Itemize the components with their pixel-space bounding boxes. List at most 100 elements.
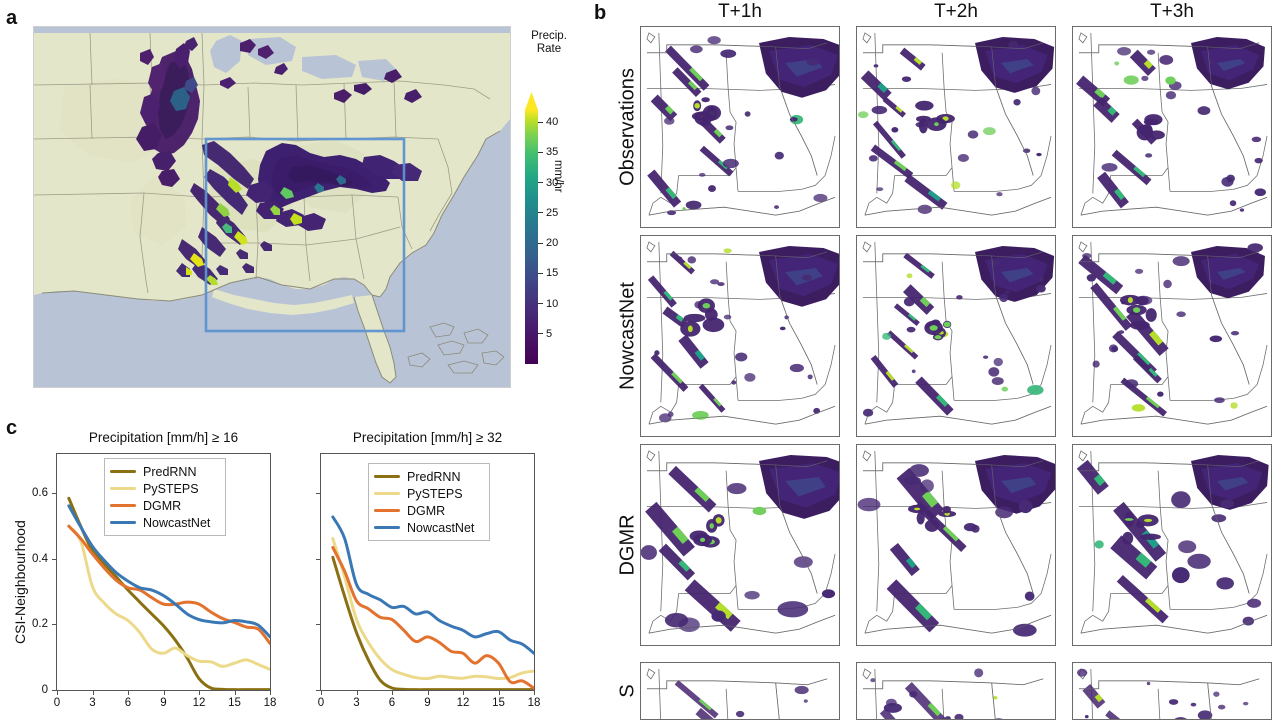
radar-graphic	[1073, 236, 1271, 436]
x-tick-mark	[392, 691, 393, 695]
forecast-tile-observations-tplus1h	[640, 26, 840, 228]
radar-graphic	[857, 27, 1055, 227]
x-tick-mark	[356, 691, 358, 695]
precip-colorbar: Precip. Rate	[520, 30, 582, 385]
legend-item-pysteps[interactable]: PySTEPS	[374, 485, 483, 502]
x-tick-label: 9	[424, 697, 431, 709]
legend-item-predrnn[interactable]: PredRNN	[374, 468, 483, 485]
panel-a-letter: a	[6, 7, 18, 29]
y-tick-mark	[52, 493, 56, 495]
forecast-tile-dgmr-tplus2h	[856, 444, 1056, 646]
legend-label: NowcastNet	[143, 515, 211, 530]
y-tick-mark	[52, 624, 56, 626]
colorbar-unit-label: mm/hr	[552, 160, 564, 193]
colorbar-gradient	[525, 92, 538, 364]
radar-graphic	[641, 663, 839, 719]
x-tick-label: 15	[228, 697, 241, 709]
legend-swatch-predrnn	[110, 469, 136, 474]
chart-legend: PredRNN PySTEPS DGMR NowcastNet	[368, 463, 490, 541]
x-tick-mark	[463, 691, 464, 695]
radar-graphic	[1073, 27, 1271, 227]
panel-c-letter: c	[6, 417, 18, 439]
chart-lines	[67, 496, 270, 690]
series-nowcastnet	[67, 504, 270, 639]
x-tick-label: 12	[192, 697, 206, 709]
panel-c-csi-charts: c Precipitation [mm/h] ≥ 16 0 0.2 0.4 0.6 0 3 6…	[0, 408, 585, 720]
radar-graphic	[1073, 445, 1271, 645]
radar-graphic	[857, 445, 1055, 645]
x-tick-mark	[199, 691, 200, 695]
legend-item-predrnn[interactable]: PredRNN	[110, 463, 219, 480]
x-tick-label: 3	[353, 697, 360, 709]
plot-area	[320, 453, 535, 691]
y-tick-mark	[316, 558, 320, 560]
x-tick-mark	[321, 691, 322, 695]
x-tick-mark	[534, 691, 535, 695]
legend-item-dgmr[interactable]: DGMR	[110, 497, 219, 514]
y-tick-mark	[52, 558, 56, 560]
x-tick-mark	[498, 691, 500, 695]
legend-item-dgmr[interactable]: DGMR	[374, 502, 483, 519]
legend-swatch-dgmr	[110, 503, 136, 508]
colorbar-title-line1: Precip.	[531, 30, 567, 42]
radar-graphic	[641, 236, 839, 436]
legend-swatch-dgmr	[374, 508, 400, 513]
legend-label: PredRNN	[143, 464, 197, 479]
series-pysteps	[331, 537, 534, 681]
colorbar-ticks: 5 10 15 20 25 30 35 40	[538, 86, 582, 371]
legend-label: DGMR	[407, 503, 446, 518]
y-tick-mark	[316, 624, 320, 626]
forecast-tile-s-tplus1h	[640, 662, 840, 720]
legend-swatch-nowcastnet	[110, 520, 136, 525]
series-dgmr	[67, 524, 270, 645]
legend-item-nowcastnet[interactable]: NowcastNet	[374, 519, 483, 536]
x-tick-mark	[128, 691, 129, 695]
map-graphic	[34, 27, 510, 387]
legend-label: DGMR	[143, 498, 182, 513]
radar-graphic	[857, 663, 1055, 719]
legend-label: NowcastNet	[407, 520, 475, 535]
forecast-tile-observations-tplus2h	[856, 26, 1056, 228]
radar-graphic	[1073, 663, 1271, 719]
radar-graphic	[641, 445, 839, 645]
legend-label: PredRNN	[407, 469, 461, 484]
panel-b-forecast-grid: b T+1h T+2h T+3h Observations NowcastNet DGMR…	[588, 0, 1280, 720]
legend-item-nowcastnet[interactable]: NowcastNet	[110, 514, 219, 531]
forecast-tile-nowcastnet-tplus2h	[856, 235, 1056, 437]
column-header-tplus3h: T+3h	[1150, 1, 1194, 22]
y-tick-mark	[316, 493, 320, 495]
x-tick-mark	[270, 691, 271, 695]
y-tick-label: 0.4	[32, 552, 48, 565]
x-tick-label: 0	[317, 697, 325, 709]
legend-label: PySTEPS	[407, 486, 463, 501]
y-tick-mark	[316, 690, 320, 691]
column-header-tplus2h: T+2h	[934, 1, 978, 22]
forecast-tile-nowcastnet-tplus3h	[1072, 235, 1272, 437]
series-nowcastnet	[331, 515, 534, 655]
y-tick-label: 0.2	[32, 618, 48, 631]
chart-csi-ge16: Precipitation [mm/h] ≥ 16 0 0.2 0.4 0.6 0 3 6 9 1…	[0, 408, 280, 720]
radar-graphic	[857, 236, 1055, 436]
x-tick-label: 9	[160, 697, 167, 709]
forecast-tile-dgmr-tplus1h	[640, 444, 840, 646]
chart-title: Precipitation [mm/h] ≥ 16	[88, 430, 239, 445]
legend-item-pysteps[interactable]: PySTEPS	[110, 480, 219, 497]
radar-graphic	[641, 27, 839, 227]
forecast-tile-observations-tplus3h	[1072, 26, 1272, 228]
series-pysteps	[67, 524, 270, 671]
legend-swatch-nowcastnet	[374, 525, 400, 530]
panel-b-letter: b	[594, 2, 607, 24]
colorbar-title-line2: Rate	[536, 43, 562, 55]
x-tick-mark	[427, 691, 429, 695]
x-tick-label: 3	[89, 697, 96, 709]
panel-a-overview-map: a	[0, 0, 585, 408]
forecast-tile-dgmr-tplus3h	[1072, 444, 1272, 646]
x-tick-mark	[57, 691, 58, 695]
chart-legend: PredRNN PySTEPS DGMR NowcastNet	[104, 458, 226, 536]
x-tick-label: 12	[456, 697, 470, 709]
overview-map	[33, 26, 511, 388]
series-predrnn	[331, 555, 534, 690]
x-tick-label: 0	[53, 697, 61, 709]
y-tick-mark	[52, 690, 56, 691]
